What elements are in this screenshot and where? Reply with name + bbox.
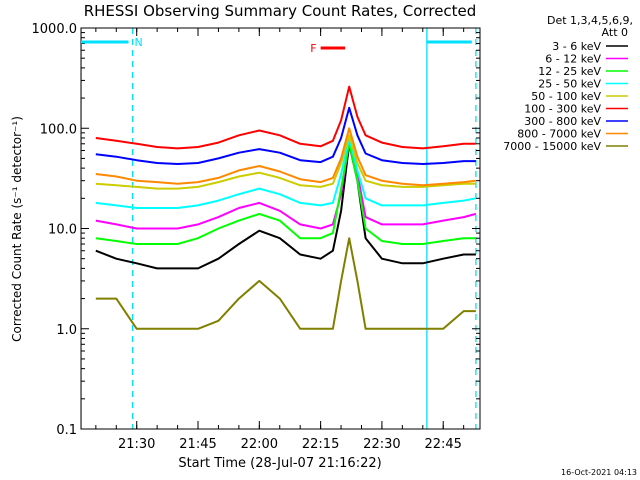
x-axis: 21:30 21:45 22:00 22:15 22:30 22:45 [95, 28, 465, 452]
flag-label: F [310, 42, 316, 55]
legend-header-2: Att 0 [602, 26, 628, 39]
x-tick-label: 22:00 [241, 437, 278, 452]
series-line-7 [95, 127, 477, 187]
series-line-1 [95, 139, 477, 230]
legend-label: 800 - 7000 keV [517, 128, 601, 141]
y-tick-label: 0.1 [56, 423, 77, 438]
series-line-3 [95, 137, 477, 209]
x-tick-label: 21:45 [179, 437, 216, 452]
legend-label: 3 - 6 keV [552, 40, 601, 53]
series-line-2 [95, 141, 476, 245]
legend-label: 7000 - 15000 keV [503, 140, 601, 153]
x-tick-label: 22:45 [424, 437, 461, 452]
y-axis-label: Corrected Count Rate (s⁻¹ detector⁻¹) [10, 116, 24, 342]
y-tick-label: 1000.0 [32, 22, 78, 37]
x-tick-label: 21:30 [118, 437, 155, 452]
legend-label: 50 - 100 keV [531, 90, 601, 103]
flag-label: N [135, 36, 143, 49]
series-line-4 [95, 134, 476, 190]
series-line-5 [95, 85, 476, 150]
footer-timestamp: 16-Oct-2021 04:13 [561, 468, 637, 477]
legend-header-1: Det 1,3,4,5,6,9, [547, 14, 633, 27]
legend-label: 100 - 300 keV [524, 103, 601, 116]
x-tick-label: 22:15 [302, 437, 339, 452]
legend-label: 25 - 50 keV [538, 78, 601, 91]
legend-label: 6 - 12 keV [545, 53, 601, 66]
y-axis: 0.1 1.0 10.0 100.0 1000.0 [32, 22, 480, 438]
chart-title: RHESSI Observing Summary Count Rates, Co… [84, 2, 477, 20]
series-line-0 [95, 142, 476, 270]
y-tick-label: 100.0 [40, 122, 77, 137]
legend-label: 300 - 800 keV [524, 115, 601, 128]
x-tick-label: 22:30 [363, 437, 400, 452]
y-tick-label: 10.0 [48, 223, 77, 238]
series-line-8 [95, 237, 476, 330]
legend-label: 12 - 25 keV [538, 65, 601, 78]
x-axis-label: Start Time (28-Jul-07 21:16:22) [178, 456, 381, 471]
y-tick-label: 1.0 [56, 323, 77, 338]
series-layer [95, 85, 477, 330]
series-line-6 [95, 106, 476, 165]
